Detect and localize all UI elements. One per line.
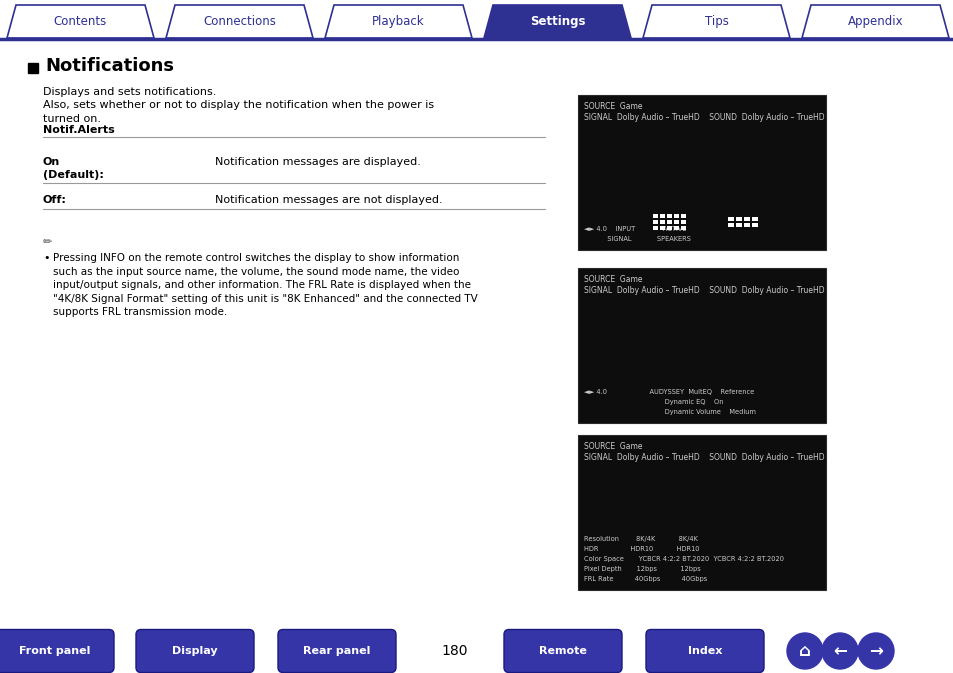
Bar <box>578 268 825 423</box>
Bar <box>652 226 658 230</box>
Text: Connections: Connections <box>203 15 275 28</box>
Bar <box>578 95 825 250</box>
Text: ◄► 4.0    INPUT             ACTIVE: ◄► 4.0 INPUT ACTIVE <box>583 226 686 232</box>
Polygon shape <box>483 5 630 38</box>
Text: Rear panel: Rear panel <box>303 646 371 656</box>
Text: Index: Index <box>687 646 721 656</box>
Text: Color Space       YCBCR 4:2:2 BT.2020  YCBCR 4:2:2 BT.2020: Color Space YCBCR 4:2:2 BT.2020 YCBCR 4:… <box>583 556 783 562</box>
Text: →: → <box>868 642 882 660</box>
Bar <box>751 217 758 221</box>
Bar <box>659 226 664 230</box>
FancyBboxPatch shape <box>503 629 621 672</box>
Bar <box>680 220 685 224</box>
Text: ◄► 4.0                    AUDYSSEY  MultEQ    Reference: ◄► 4.0 AUDYSSEY MultEQ Reference <box>583 389 754 395</box>
Text: Pressing INFO on the remote control switches the display to show information
suc: Pressing INFO on the remote control swit… <box>53 253 477 318</box>
Text: Remote: Remote <box>538 646 586 656</box>
Bar <box>743 217 749 221</box>
Bar <box>751 223 758 227</box>
FancyBboxPatch shape <box>136 629 253 672</box>
Polygon shape <box>325 5 472 38</box>
Text: ⌂: ⌂ <box>799 642 810 660</box>
FancyBboxPatch shape <box>0 629 113 672</box>
Polygon shape <box>801 5 948 38</box>
Circle shape <box>821 633 857 669</box>
Text: FRL Rate          40Gbps          40Gbps: FRL Rate 40Gbps 40Gbps <box>583 576 706 582</box>
Text: Dynamic EQ    On: Dynamic EQ On <box>583 399 722 405</box>
Text: Playback: Playback <box>372 15 424 28</box>
Text: Appendix: Appendix <box>847 15 902 28</box>
Bar <box>673 220 679 224</box>
Text: Pixel Depth       12bps           12bps: Pixel Depth 12bps 12bps <box>583 566 700 572</box>
Bar <box>727 217 733 221</box>
Text: Notification messages are displayed.: Notification messages are displayed. <box>214 157 420 167</box>
FancyBboxPatch shape <box>645 629 763 672</box>
Text: SIGNAL  Dolby Audio – TrueHD    SOUND  Dolby Audio – TrueHD: SIGNAL Dolby Audio – TrueHD SOUND Dolby … <box>583 286 823 295</box>
FancyBboxPatch shape <box>277 629 395 672</box>
Circle shape <box>786 633 822 669</box>
Bar <box>673 214 679 218</box>
Bar <box>659 220 664 224</box>
Circle shape <box>857 633 893 669</box>
Text: Notifications: Notifications <box>45 57 173 75</box>
Text: HDR               HDR10           HDR10: HDR HDR10 HDR10 <box>583 546 699 552</box>
Bar <box>652 214 658 218</box>
Text: Display: Display <box>172 646 217 656</box>
Polygon shape <box>166 5 313 38</box>
Text: Displays and sets notifications.: Displays and sets notifications. <box>43 87 216 97</box>
Text: SIGNAL            SPEAKERS: SIGNAL SPEAKERS <box>583 236 690 242</box>
Polygon shape <box>642 5 789 38</box>
Text: SIGNAL  Dolby Audio – TrueHD    SOUND  Dolby Audio – TrueHD: SIGNAL Dolby Audio – TrueHD SOUND Dolby … <box>583 453 823 462</box>
Bar <box>659 214 664 218</box>
Text: SOURCE  Game: SOURCE Game <box>583 442 641 451</box>
Text: SIGNAL  Dolby Audio – TrueHD    SOUND  Dolby Audio – TrueHD: SIGNAL Dolby Audio – TrueHD SOUND Dolby … <box>583 113 823 122</box>
Text: SOURCE  Game: SOURCE Game <box>583 275 641 284</box>
Text: Off:: Off: <box>43 195 67 205</box>
Bar <box>743 223 749 227</box>
Bar <box>652 220 658 224</box>
Bar <box>673 226 679 230</box>
Bar <box>666 214 671 218</box>
Bar <box>735 217 741 221</box>
Text: Notif.Alerts: Notif.Alerts <box>43 125 114 135</box>
Text: Dynamic Volume    Medium: Dynamic Volume Medium <box>583 409 755 415</box>
Text: Front panel: Front panel <box>19 646 91 656</box>
Text: Tips: Tips <box>704 15 728 28</box>
Text: Settings: Settings <box>529 15 584 28</box>
Polygon shape <box>7 5 153 38</box>
Bar <box>735 223 741 227</box>
Text: Resolution        8K/4K           8K/4K: Resolution 8K/4K 8K/4K <box>583 536 698 542</box>
Text: ←: ← <box>832 642 846 660</box>
Text: •: • <box>43 253 50 263</box>
Bar <box>666 226 671 230</box>
Text: On
(Default):: On (Default): <box>43 157 104 180</box>
Text: Contents: Contents <box>53 15 107 28</box>
Bar <box>28 63 38 73</box>
Bar <box>680 226 685 230</box>
Bar <box>727 223 733 227</box>
Text: 180: 180 <box>441 644 468 658</box>
Bar <box>680 214 685 218</box>
Text: Also, sets whether or not to display the notification when the power is
turned o: Also, sets whether or not to display the… <box>43 100 434 124</box>
Text: ✏: ✏ <box>43 237 52 247</box>
Bar <box>666 220 671 224</box>
Bar <box>578 435 825 590</box>
Text: SOURCE  Game: SOURCE Game <box>583 102 641 111</box>
Text: Notification messages are not displayed.: Notification messages are not displayed. <box>214 195 442 205</box>
